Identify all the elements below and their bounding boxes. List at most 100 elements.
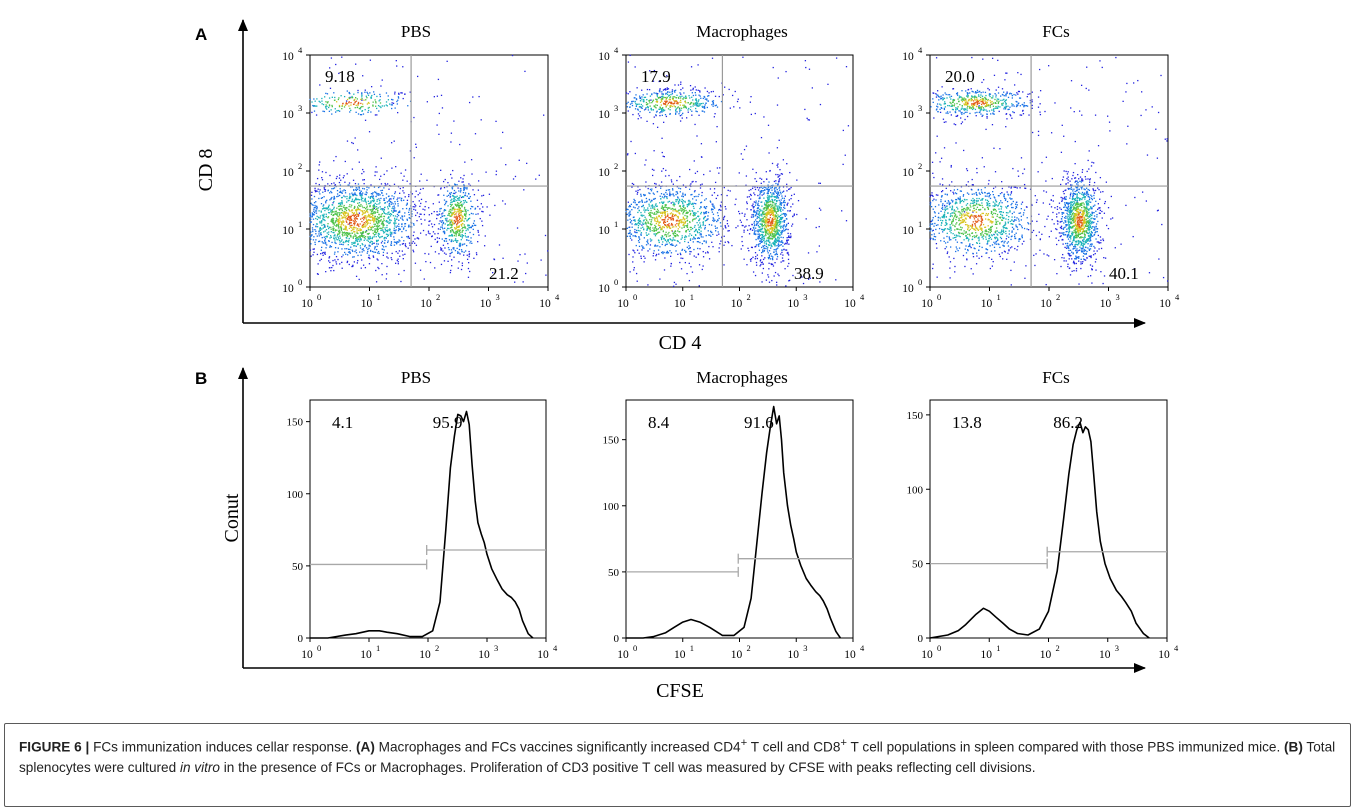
event-dot xyxy=(364,212,366,214)
event-dot xyxy=(404,225,406,227)
event-dot xyxy=(337,205,340,208)
event-dot xyxy=(783,248,785,251)
event-dot xyxy=(637,229,640,232)
event-dot xyxy=(328,212,331,214)
event-dot xyxy=(417,75,419,78)
event-dot xyxy=(729,190,731,192)
event-dot xyxy=(760,218,762,221)
event-dot xyxy=(818,225,820,228)
event-dot xyxy=(373,218,376,220)
event-dot xyxy=(665,191,667,194)
event-dot xyxy=(524,253,526,255)
event-dot xyxy=(654,245,656,247)
event-dot xyxy=(704,220,707,222)
event-dot xyxy=(774,228,776,231)
event-dot xyxy=(376,228,379,230)
event-dot xyxy=(397,211,400,214)
event-dot xyxy=(358,204,360,206)
event-dot xyxy=(449,255,451,257)
event-dot xyxy=(363,219,365,221)
event-dot xyxy=(783,224,785,226)
event-dot xyxy=(396,100,398,103)
event-dot xyxy=(684,193,686,196)
event-dot xyxy=(726,223,729,225)
event-dot xyxy=(763,210,765,212)
event-dot xyxy=(350,218,352,220)
event-dot xyxy=(338,212,340,214)
event-dot xyxy=(702,250,704,253)
event-dot xyxy=(691,227,694,230)
event-dot xyxy=(321,97,323,100)
event-dot xyxy=(523,189,525,191)
event-dot xyxy=(658,90,661,92)
event-dot xyxy=(683,218,685,220)
event-dot xyxy=(633,97,635,99)
event-dot xyxy=(395,226,397,228)
event-dot xyxy=(667,226,669,228)
panel-a-y-axis-label: CD 8 xyxy=(195,149,217,192)
event-dot xyxy=(367,92,369,95)
event-dot xyxy=(403,199,405,201)
event-dot xyxy=(776,205,778,207)
event-dot xyxy=(682,217,685,219)
event-dot xyxy=(415,146,418,148)
event-dot xyxy=(458,233,460,235)
event-dot xyxy=(666,239,669,241)
event-dot xyxy=(675,244,678,246)
event-dot xyxy=(752,213,755,216)
event-dot xyxy=(393,236,395,238)
event-dot xyxy=(353,189,355,191)
event-dot xyxy=(672,183,674,185)
event-dot xyxy=(672,189,674,191)
event-dot xyxy=(475,213,477,215)
event-dot xyxy=(653,208,655,210)
event-dot xyxy=(328,104,331,106)
event-dot xyxy=(363,188,366,190)
event-dot xyxy=(325,200,327,203)
event-dot xyxy=(321,224,323,226)
event-dot xyxy=(469,195,471,198)
event-dot xyxy=(340,202,342,204)
event-dot xyxy=(667,189,669,191)
event-dot xyxy=(658,184,660,187)
event-dot xyxy=(457,204,460,206)
event-dot xyxy=(698,229,700,231)
event-dot xyxy=(318,169,320,171)
event-dot xyxy=(351,168,354,170)
event-dot xyxy=(787,253,789,255)
event-dot xyxy=(389,215,392,217)
event-dot xyxy=(453,234,455,237)
event-dot xyxy=(372,195,375,197)
event-dot xyxy=(451,212,453,214)
event-dot xyxy=(401,250,403,252)
event-dot xyxy=(755,171,757,174)
event-dot xyxy=(342,206,345,208)
dot-plot-xtick-exp: 3 xyxy=(496,292,500,302)
event-dot xyxy=(420,213,422,215)
event-dot xyxy=(355,63,357,65)
event-dot xyxy=(327,216,330,218)
event-dot xyxy=(765,234,767,237)
event-dot xyxy=(760,136,763,139)
event-dot xyxy=(394,225,396,227)
event-dot xyxy=(426,179,428,181)
event-dot xyxy=(377,239,379,241)
event-dot xyxy=(760,263,762,266)
event-dot xyxy=(379,194,381,196)
event-dot xyxy=(353,99,355,102)
event-dot xyxy=(758,249,761,251)
event-dot xyxy=(409,150,412,152)
event-dot xyxy=(775,241,777,244)
event-dot xyxy=(353,93,355,95)
event-dot xyxy=(760,218,763,220)
event-dot xyxy=(352,103,355,106)
event-dot xyxy=(707,215,709,217)
event-dot xyxy=(390,244,393,246)
event-dot xyxy=(663,269,666,271)
event-dot xyxy=(720,201,723,203)
event-dot xyxy=(652,80,655,82)
event-dot xyxy=(437,214,439,216)
event-dot xyxy=(689,253,691,255)
event-dot xyxy=(748,249,750,252)
event-dot xyxy=(433,223,436,226)
